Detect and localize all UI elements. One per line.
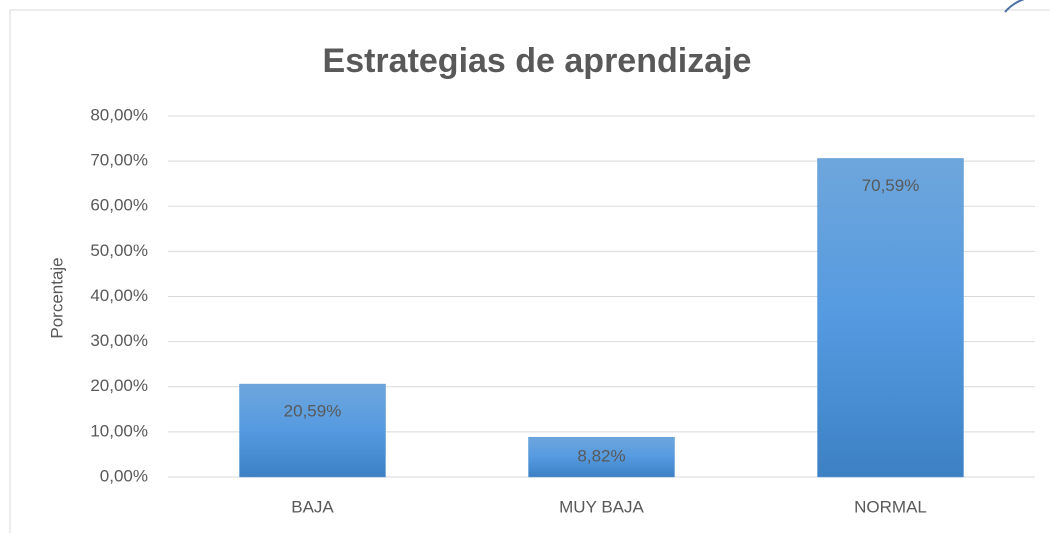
y-tick-label: 10,00% (90, 421, 148, 440)
y-tick-label: 70,00% (90, 151, 148, 170)
data-label: 8,82% (577, 447, 625, 466)
x-tick-label: BAJA (291, 497, 334, 516)
bar (817, 158, 964, 478)
x-tick-label: MUY BAJA (559, 497, 644, 516)
data-label: 20,59% (284, 402, 342, 421)
y-tick-label: 60,00% (90, 196, 148, 215)
data-label: 70,59% (862, 176, 920, 195)
x-tick-label: NORMAL (854, 497, 927, 516)
chart-border (9, 9, 1050, 533)
y-tick-label: 80,00% (90, 105, 148, 124)
bar (239, 383, 386, 478)
y-tick-label: 30,00% (90, 331, 148, 350)
logo (1004, 0, 1025, 13)
y-axis-label: Porcentaje (47, 257, 66, 338)
chart-title: Estrategias de aprendizaje (323, 42, 752, 80)
y-tick-label: 40,00% (90, 286, 148, 305)
y-tick-label: 0,00% (100, 466, 148, 485)
bar (528, 436, 675, 478)
y-tick-label: 50,00% (90, 241, 148, 260)
y-tick-label: 20,00% (90, 376, 148, 395)
